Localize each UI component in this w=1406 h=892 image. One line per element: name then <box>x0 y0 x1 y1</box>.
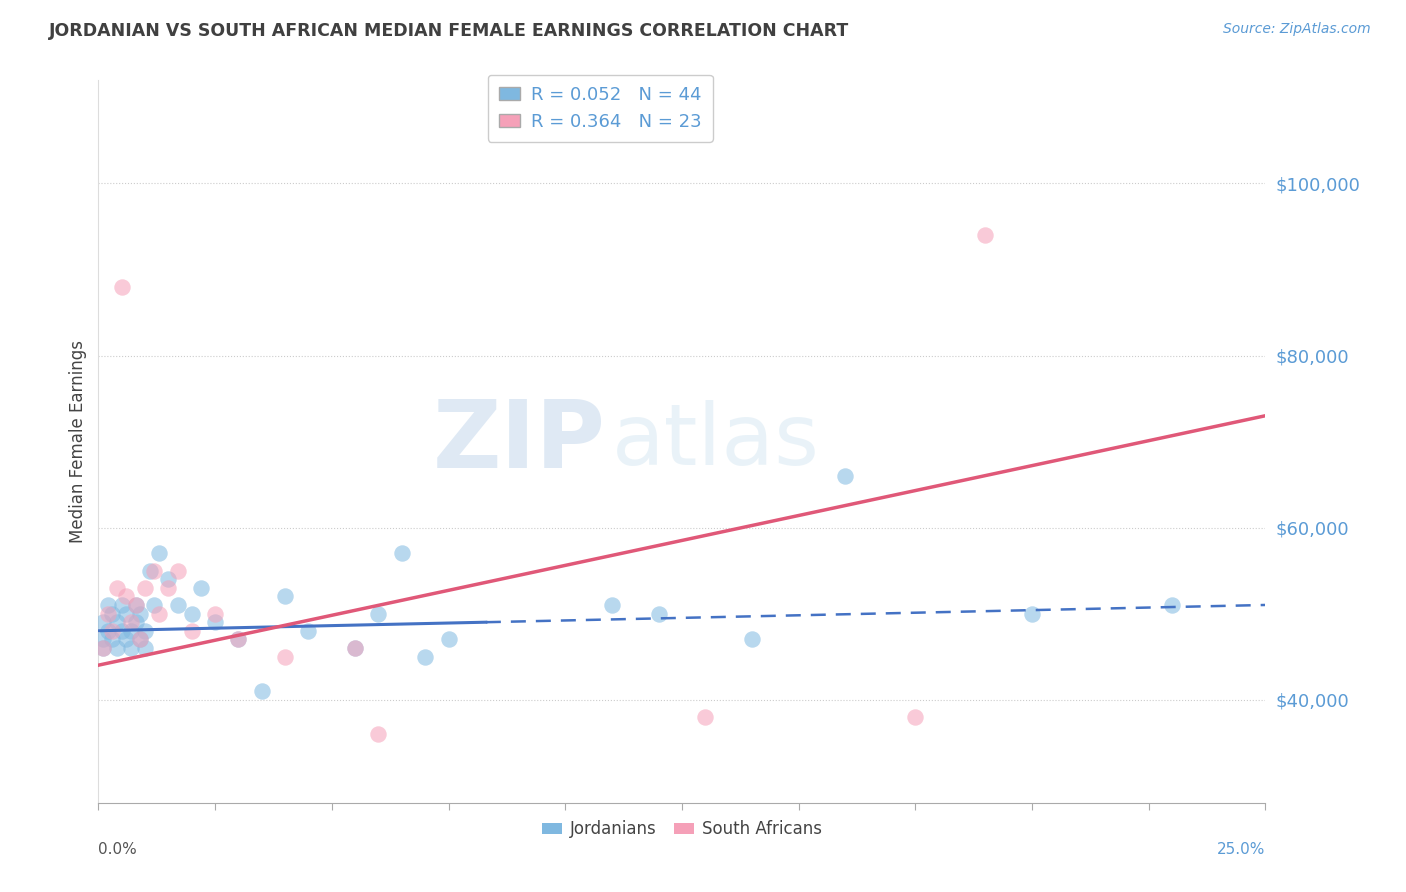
Point <box>367 607 389 621</box>
Point <box>105 640 128 655</box>
Point <box>600 598 623 612</box>
Point <box>228 632 250 647</box>
Point <box>125 598 148 612</box>
Text: 0.0%: 0.0% <box>98 842 138 857</box>
Point <box>157 572 180 586</box>
Point <box>91 640 114 655</box>
Point <box>148 607 170 621</box>
Point <box>143 564 166 578</box>
Point <box>120 640 142 655</box>
Point <box>647 607 669 621</box>
Point <box>120 615 142 630</box>
Point <box>190 581 212 595</box>
Point <box>297 624 319 638</box>
Point <box>111 598 134 612</box>
Point <box>437 632 460 647</box>
Point <box>105 615 128 630</box>
Point <box>91 615 114 630</box>
Point <box>1161 598 1184 612</box>
Y-axis label: Median Female Earnings: Median Female Earnings <box>69 340 87 543</box>
Point <box>274 590 297 604</box>
Point <box>904 710 927 724</box>
Text: JORDANIAN VS SOUTH AFRICAN MEDIAN FEMALE EARNINGS CORRELATION CHART: JORDANIAN VS SOUTH AFRICAN MEDIAN FEMALE… <box>49 22 849 40</box>
Point <box>344 640 367 655</box>
Text: ZIP: ZIP <box>433 395 606 488</box>
Point <box>125 598 148 612</box>
Point <box>180 624 202 638</box>
Point <box>97 624 120 638</box>
Point <box>105 581 128 595</box>
Point <box>974 228 997 243</box>
Point <box>115 632 138 647</box>
Point <box>129 632 152 647</box>
Point <box>157 581 180 595</box>
Point <box>695 710 717 724</box>
Point <box>250 684 273 698</box>
Point <box>834 469 856 483</box>
Text: atlas: atlas <box>612 400 820 483</box>
Point <box>134 640 156 655</box>
Point <box>111 624 134 638</box>
Point <box>125 615 148 630</box>
Point <box>129 607 152 621</box>
Point <box>101 632 124 647</box>
Point <box>1021 607 1043 621</box>
Point <box>134 624 156 638</box>
Point <box>180 607 202 621</box>
Point <box>91 632 114 647</box>
Text: Source: ZipAtlas.com: Source: ZipAtlas.com <box>1223 22 1371 37</box>
Point <box>228 632 250 647</box>
Point <box>391 546 413 560</box>
Point <box>139 564 162 578</box>
Point <box>91 640 114 655</box>
Text: 25.0%: 25.0% <box>1218 842 1265 857</box>
Point <box>204 607 226 621</box>
Point <box>115 607 138 621</box>
Point <box>115 590 138 604</box>
Point <box>111 279 134 293</box>
Point <box>204 615 226 630</box>
Legend: Jordanians, South Africans: Jordanians, South Africans <box>536 814 828 845</box>
Point <box>741 632 763 647</box>
Point <box>143 598 166 612</box>
Point <box>97 598 120 612</box>
Point <box>166 598 188 612</box>
Point <box>129 632 152 647</box>
Point <box>413 649 436 664</box>
Point <box>367 727 389 741</box>
Point <box>120 624 142 638</box>
Point <box>134 581 156 595</box>
Point <box>148 546 170 560</box>
Point <box>97 607 120 621</box>
Point <box>101 607 124 621</box>
Point <box>274 649 297 664</box>
Point <box>101 624 124 638</box>
Point <box>344 640 367 655</box>
Point <box>166 564 188 578</box>
